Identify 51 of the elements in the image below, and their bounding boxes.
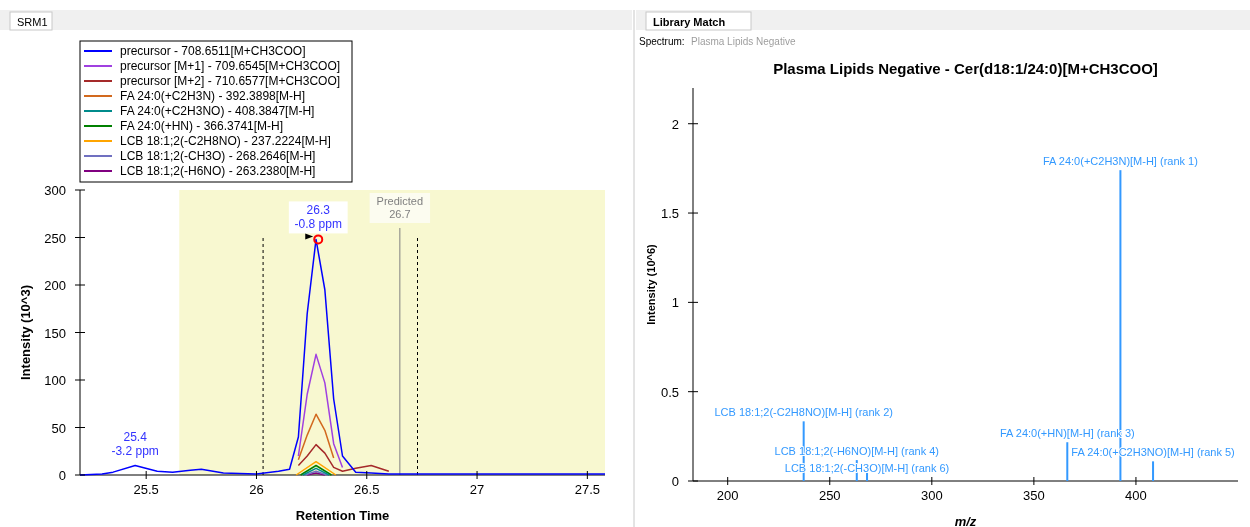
bar (1152, 461, 1155, 481)
legend-label: precursor [M+2] - 710.6577[M+CH3COO] (120, 74, 341, 88)
line-series (297, 353, 344, 469)
text: Plasma Lipids Negative (691, 36, 796, 47)
legend-label: LCB 18:1;2(-C2H8NO) - 237.2224[M-H] (120, 134, 331, 148)
y-tick-label: 0 (671, 474, 679, 489)
legend-label: precursor [M+1] - 709.6545[M+CH3COO] (120, 59, 341, 73)
text: SRM1 (17, 16, 48, 28)
y-axis-title: Intensity (10^3) (18, 284, 33, 381)
legend-label: LCB 18:1;2(-H6NO) - 263.2380[M-H] (120, 164, 316, 178)
annotation: 25.4 -3.2 ppm (111, 429, 159, 458)
legend-label: FA 24:0(+HN) - 366.3741[M-H] (120, 119, 284, 133)
y-tick-label: 1 (671, 295, 679, 311)
x-tick-label: 250 (818, 488, 841, 503)
x-axis-title: Retention Time (295, 508, 390, 523)
x-tick-label: 27 (469, 482, 485, 497)
y-tick-label: 1.5 (660, 206, 679, 222)
text: Spectrum: (639, 36, 685, 47)
annotation: 26.3 -0.8 ppm (294, 203, 342, 232)
x-tick-label: 27.5 (574, 482, 601, 497)
x-tick-label: 200 (716, 488, 739, 503)
y-tick-label: 2 (671, 116, 679, 132)
y-tick-label: 0.5 (660, 384, 679, 400)
x-tick-label: 26 (249, 482, 264, 497)
x-tick-label: 25.5 (133, 482, 159, 497)
y-tick-label: 300 (44, 183, 66, 198)
bar (1066, 442, 1069, 481)
legend-label: FA 24:0(+C2H3NO) - 408.3847[M-H] (120, 104, 315, 118)
legend-label: FA 24:0(+C2H3N) - 392.3898[M-H] (120, 89, 306, 103)
y-tick-label: 100 (44, 373, 66, 388)
line-series (297, 443, 390, 472)
x-tick-label: 350 (1023, 488, 1045, 503)
legend-label: precursor - 708.6511[M+CH3COO] (120, 44, 306, 58)
bar (866, 472, 869, 481)
x-tick-label: 400 (1125, 488, 1147, 503)
y-tick-label: 50 (51, 420, 66, 436)
legend-label: LCB 18:1;2(-CH3O) - 268.2646[M-H] (120, 149, 316, 163)
x-tick-label: 300 (920, 488, 943, 503)
y-tick-label: 0 (58, 468, 66, 483)
y-axis-title: Intensity (10^6) (645, 243, 657, 325)
x-axis-title: m/z (954, 514, 977, 527)
text: Library Match (653, 16, 726, 28)
ref-line-label: Predicted 26.7 (376, 195, 424, 220)
data-label: FA 24:0(+C2H3N)[M-H] (rank 1) (1042, 155, 1198, 168)
line-series (297, 413, 335, 461)
chart-title: Plasma Lipids Negative - Cer(d18:1/24:0)[M+CH3COO] (773, 60, 1158, 77)
x-tick-label: 26.5 (354, 482, 380, 497)
y-tick-label: 150 (44, 325, 66, 341)
data-label: LCB 18:1;2(-C2H8NO)[M-H] (rank 2) (714, 406, 893, 419)
y-tick-label: 250 (44, 230, 66, 246)
y-tick-label: 200 (44, 278, 66, 293)
